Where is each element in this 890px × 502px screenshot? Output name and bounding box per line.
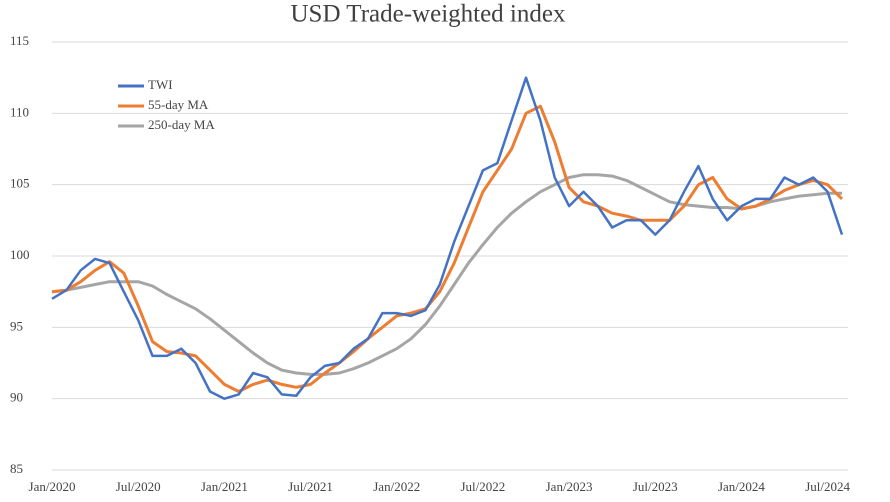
legend-label: 250-day MA [148,117,215,132]
y-tick-label: 90 [10,390,23,405]
x-tick-label: Jul/2024 [805,479,850,494]
x-tick-label: Jul/2022 [461,479,506,494]
y-tick-label: 95 [10,318,23,333]
x-tick-label: Jul/2020 [116,479,161,494]
y-tick-label: 100 [10,247,30,262]
x-tick-label: Jan/2022 [373,479,420,494]
x-tick-label: Jan/2020 [29,479,76,494]
y-tick-label: 105 [10,176,30,191]
chart-title: USD Trade-weighted index [291,1,566,28]
y-tick-label: 85 [10,461,23,476]
x-tick-label: Jul/2023 [633,479,678,494]
series-line [51,173,842,376]
series-line [51,104,844,393]
x-tick-label: Jan/2023 [546,479,593,494]
x-tick-label: Jan/2024 [718,479,765,494]
y-tick-label: 110 [10,104,29,119]
series-line [51,76,844,400]
y-tick-label: 115 [10,33,29,48]
x-tick-label: Jan/2021 [201,479,248,494]
x-tick-label: Jul/2021 [288,479,333,494]
legend-label: TWI [148,77,173,92]
legend-label: 55-day MA [148,97,209,112]
